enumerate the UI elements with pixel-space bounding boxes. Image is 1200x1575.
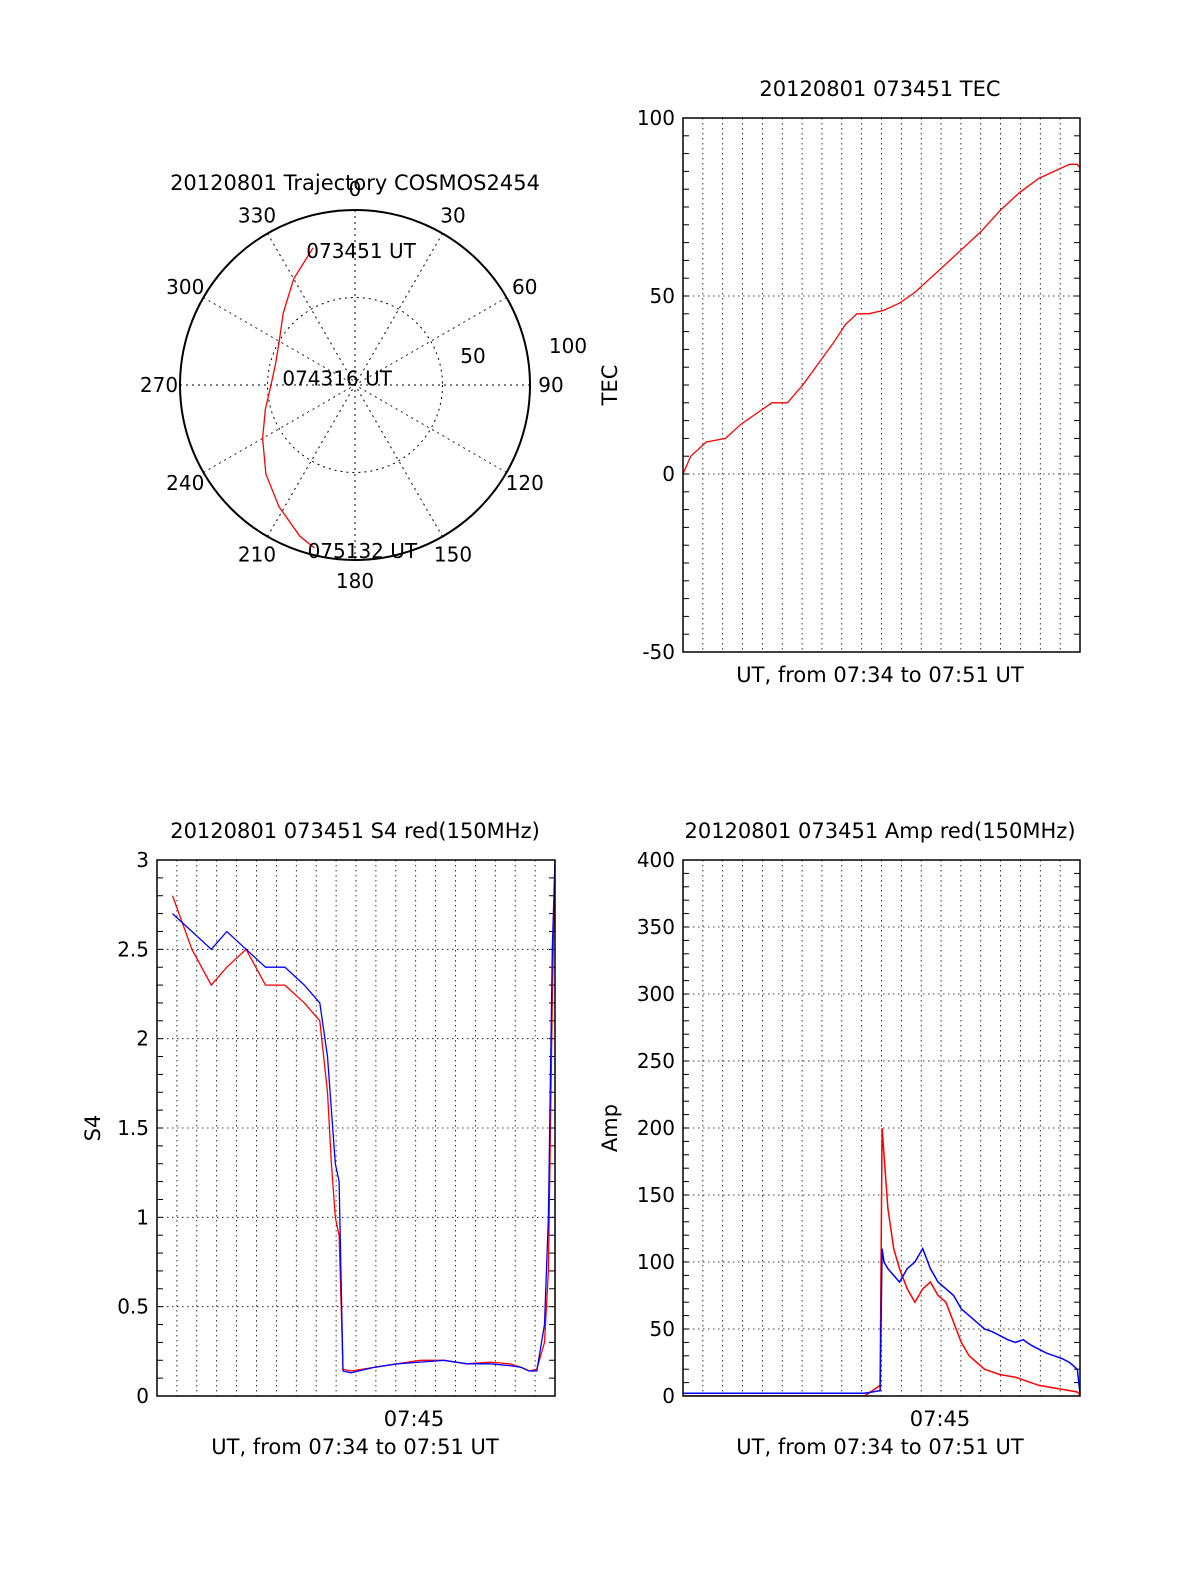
y-tick-label: 1 [136,1205,149,1229]
polar-angle-label: 90 [538,373,563,397]
plot-frame [682,859,1081,1397]
tec-ylabel: TEC [598,365,622,407]
polar-radius-label: 100 [549,334,587,358]
trajectory-time-label: 074316 UT [282,367,392,391]
y-tick-label: 0 [136,1384,149,1408]
trajectory-time-label: 073451 UT [306,239,416,263]
blue-series-line [683,1246,1080,1395]
amp-title: 20120801 073451 Amp red(150MHz) [684,819,1075,843]
polar-angle-label: 60 [512,275,537,299]
plot-frame [682,117,1081,653]
amp-ylabel: Amp [598,1104,622,1152]
y-tick-label: 150 [637,1183,675,1207]
polar-angle-label: 120 [506,471,544,495]
amp-xlabel: UT, from 07:34 to 07:51 UT [736,1435,1024,1459]
y-tick-label: 3 [136,848,149,872]
plot-frame [156,859,556,1397]
y-tick-label: 0 [662,462,675,486]
polar-angle-label: 240 [166,471,204,495]
polar-spoke [267,233,443,537]
polar-angle-label: 0 [349,177,362,201]
polar-angle-label: 30 [440,203,465,227]
amp-plot-area: 0 50 100 150 200 250 300 350 400 [637,848,1081,1408]
red-series-line [683,1127,1080,1396]
y-tick-label: 100 [637,106,675,130]
tec-plot-area: -50 0 50 100 [637,106,1081,664]
tec-xlabel: UT, from 07:34 to 07:51 UT [736,663,1024,687]
polar-angle-label: 210 [238,543,276,567]
y-tick-label: -50 [642,640,675,664]
tec-title: 20120801 073451 TEC [759,77,1000,101]
polar-angle-label: 300 [166,275,204,299]
y-tick-label: 2.5 [117,937,149,961]
polar-angle-label: 270 [140,373,178,397]
s4-xlabel: UT, from 07:34 to 07:51 UT [211,1435,499,1459]
y-tick-label: 300 [637,982,675,1006]
s4-panel: 20120801 073451 S4 red(150MHz) 0 0.5 1 1.5 2… [81,819,556,1459]
y-tick-label: 0.5 [117,1295,149,1319]
polar-radius-labels: 50 100 [460,334,587,368]
trajectory-time-label: 075132 UT [308,539,418,563]
y-tick-label: 1.5 [117,1116,149,1140]
data-series-line [683,163,1080,475]
s4-plot-area: 0 0.5 1 1.5 2 2.5 3 [117,848,556,1408]
red-series-line [171,860,555,1372]
s4-title: 20120801 073451 S4 red(150MHz) [170,819,540,843]
polar-angle-label: 180 [336,569,374,593]
polar-inner-circle [267,297,443,473]
y-tick-label: 200 [637,1116,675,1140]
y-tick-label: 250 [637,1049,675,1073]
y-tick-label: 400 [637,848,675,872]
y-tick-label: 100 [637,1250,675,1274]
polar-radius-label: 50 [460,344,485,368]
amp-panel: 20120801 073451 Amp red(150MHz) 0 50 100 15… [598,819,1081,1459]
y-tick-label: 50 [650,1317,675,1341]
trajectory-series [261,247,315,549]
trajectory-panel: 20120801 Trajectory COSMOS2454 0 30 60 90 12… [140,171,587,593]
s4-ylabel: S4 [81,1115,105,1142]
polar-angle-label: 150 [434,543,472,567]
s4-xtick-label: 07:45 [384,1407,445,1431]
tec-panel: 20120801 073451 TEC -50 0 50 100 UT, from 0… [598,77,1081,687]
y-tick-label: 50 [650,284,675,308]
trajectory-line [261,247,315,549]
y-tick-label: 350 [637,915,675,939]
polar-angle-labels: 0 30 60 90 120 150 180 210 240 270 300 330 [140,177,564,593]
blue-series-line [172,860,555,1374]
polar-angle-label: 330 [238,203,276,227]
y-tick-label: 0 [662,1384,675,1408]
trajectory-time-labels: 073451 UT 074316 UT 075132 UT [282,239,418,563]
trajectory-title: 20120801 Trajectory COSMOS2454 [170,171,540,195]
polar-grid [179,209,531,561]
amp-xtick-label: 07:45 [910,1407,971,1431]
y-tick-label: 2 [136,1027,149,1051]
